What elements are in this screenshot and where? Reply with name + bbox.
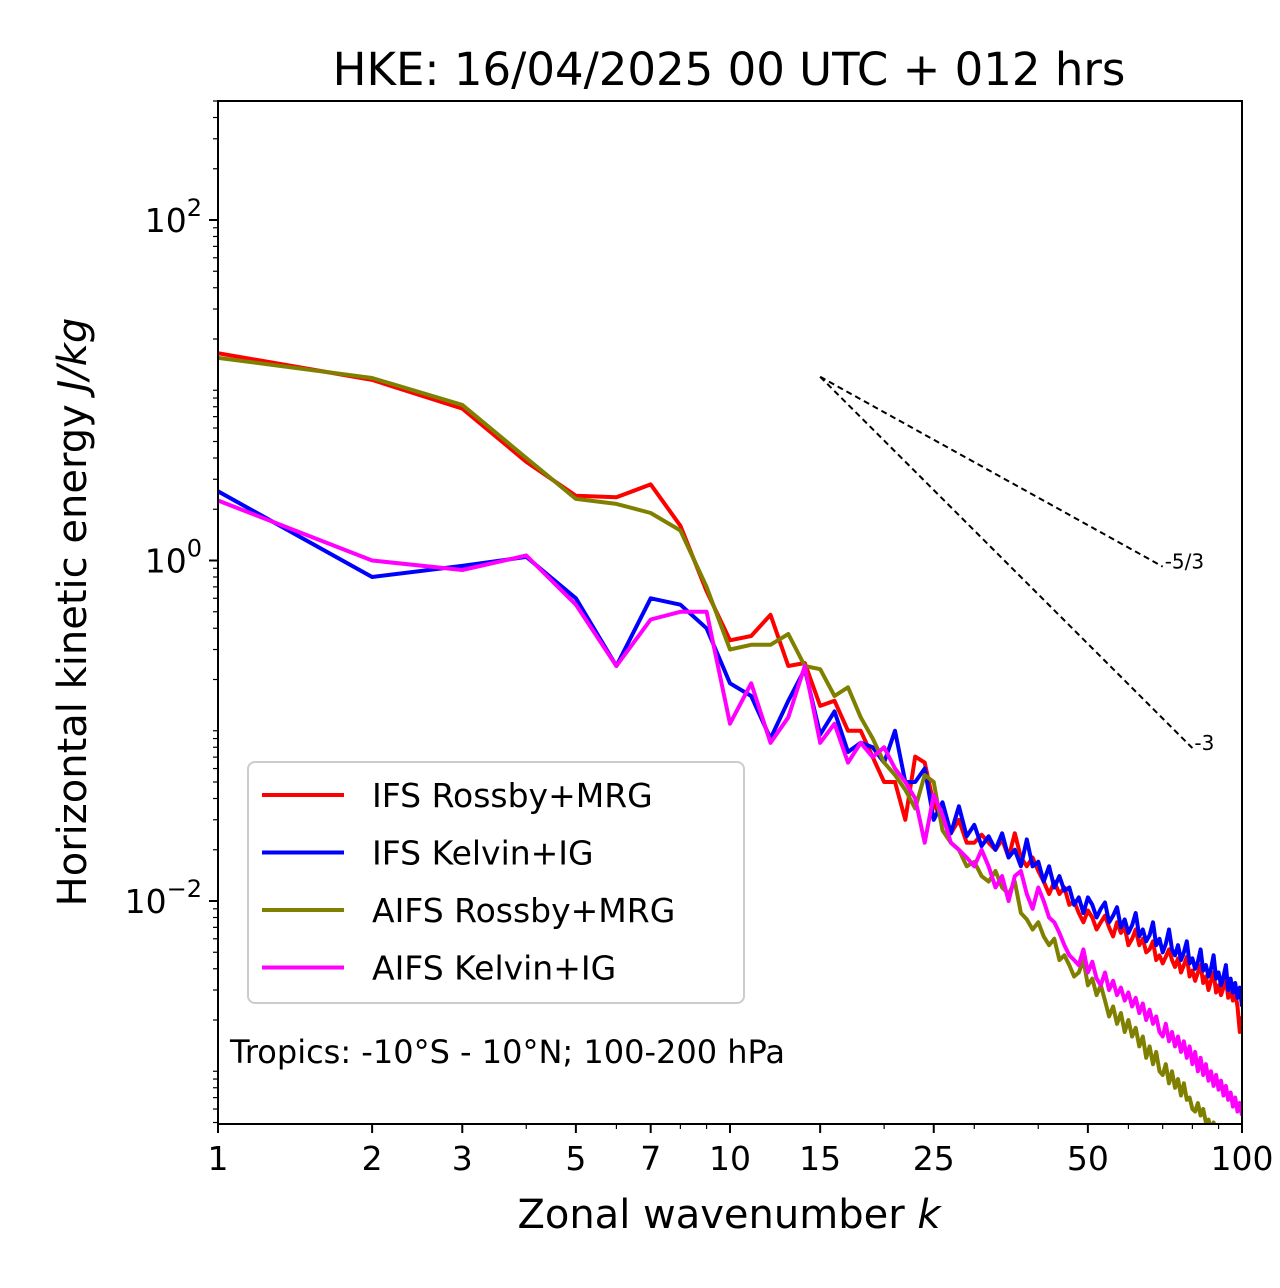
legend-label-ifs-kelvin-ig: IFS Kelvin+IG — [372, 834, 594, 873]
x-tick-label: 50 — [1067, 1139, 1109, 1178]
x-tick-label: 15 — [799, 1139, 841, 1178]
x-tick-label: 100 — [1211, 1139, 1274, 1178]
x-tick-label: 25 — [913, 1139, 955, 1178]
legend-label-aifs-kelvin-ig: AIFS Kelvin+IG — [372, 949, 616, 988]
x-axis-label-variable: k — [917, 1192, 942, 1238]
reference-slope-3 — [819, 376, 1194, 749]
legend-frame — [247, 761, 745, 1004]
legend: IFS Rossby+MRG IFS Kelvin+IG AIFS Rossby+M… — [247, 761, 745, 1004]
x-tick-label: 5 — [565, 1139, 586, 1178]
x-tick-label: 10 — [709, 1139, 751, 1178]
x-axis-label: Zonal wavenumber k — [517, 1192, 942, 1238]
series-line-ifs-kelvin-ig — [218, 489, 1242, 1007]
legend-entries: IFS Rossby+MRG IFS Kelvin+IG AIFS Rossby+M… — [262, 776, 675, 988]
series-lines — [218, 351, 1242, 1124]
x-tick-label: 3 — [452, 1139, 473, 1178]
x-tick-label: 7 — [640, 1139, 661, 1178]
reference-slope-lines — [819, 375, 1194, 749]
x-axis-ticks: 1 2 3 5 7 10 15 25 50 100 — [208, 1124, 1274, 1178]
y-tick-label: 10−2 — [125, 875, 202, 921]
chart-title: HKE: 16/04/2025 00 UTC + 012 hrs — [333, 43, 1126, 96]
y-axis-ticks: 10−2 100 102 — [125, 100, 218, 1124]
y-axis-label: Horizontal kinetic energy J/kg — [50, 318, 96, 907]
reference-slope-label-3: -3 — [1194, 731, 1214, 755]
legend-label-ifs-rossby-mrg: IFS Rossby+MRG — [372, 776, 653, 815]
x-tick-label: 1 — [208, 1139, 229, 1178]
reference-slope-label-5-3: -5/3 — [1165, 550, 1204, 574]
y-tick-label: 102 — [145, 194, 202, 240]
series-line-ifs-rossby-mrg — [218, 351, 1242, 1034]
legend-label-aifs-rossby-mrg: AIFS Rossby+MRG — [372, 891, 675, 930]
region-annotation: Tropics: -10°S - 10°N; 100-200 hPa — [229, 1033, 785, 1071]
reference-slope-5-3 — [819, 375, 1164, 568]
series-line-aifs-rossby-mrg — [218, 355, 1216, 1124]
y-axis-label-unit: J/kg — [50, 318, 96, 399]
series-line-aifs-kelvin-ig — [218, 498, 1242, 1116]
y-tick-label: 100 — [145, 535, 202, 581]
x-tick-label: 2 — [362, 1139, 383, 1178]
reference-slope-labels: -5/3 -3 — [1165, 550, 1215, 755]
y-axis-label-text: Horizontal kinetic energy — [50, 404, 96, 906]
x-axis-label-text: Zonal wavenumber — [517, 1192, 905, 1238]
